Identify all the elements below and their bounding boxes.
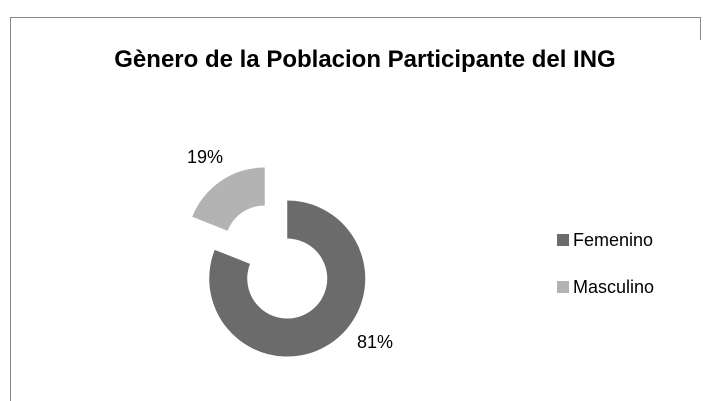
legend-label: Femenino <box>573 230 653 250</box>
donut-segment <box>209 200 366 357</box>
donut-segment <box>192 167 265 231</box>
data-label: 81% <box>357 332 393 352</box>
chart-border <box>10 17 701 401</box>
legend-label: Masculino <box>573 277 654 297</box>
data-label: 19% <box>187 147 223 167</box>
legend-swatch <box>557 281 569 293</box>
legend-swatch <box>557 234 569 246</box>
chart-title: Gènero de la Poblacion Participante del … <box>114 46 616 73</box>
